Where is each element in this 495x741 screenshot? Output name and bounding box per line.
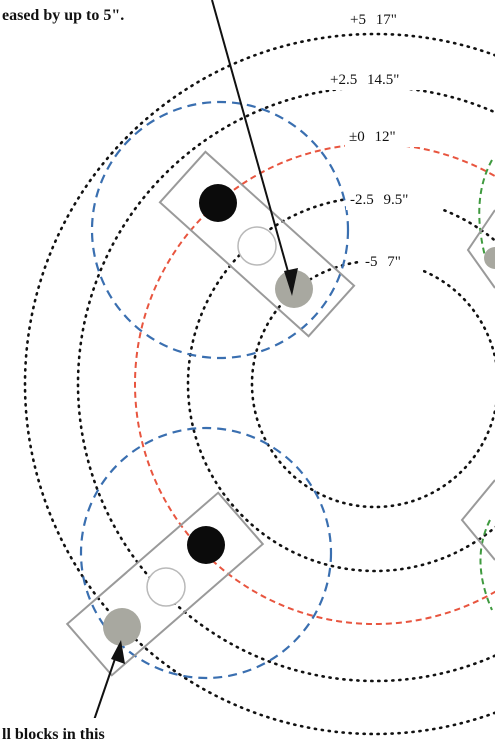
ring-labels: +5 17" +2.5 14.5" ±0 12" -2.5 9.5" -5 7" [326,6,443,272]
ring-minus-2-5 [186,195,495,573]
leader-arrows [91,0,298,727]
upper-block-circle [90,100,350,360]
ring-plus-2-5 [76,85,495,683]
lower-gray-dot [103,608,141,646]
lower-arrow-line [91,649,119,727]
ring-label-minus-5: -5 7" [365,254,401,270]
lower-block-circle [79,426,333,680]
side-ring [478,159,493,611]
upper-black-dot [199,184,237,222]
side-gray-dot [484,247,495,269]
lower-block-group [65,426,333,680]
captions: eased by up to 5". ll blocks in this [0,0,176,741]
ring-plus-5 [23,32,495,736]
upper-arrowhead [284,268,298,296]
ring-label-minus-2-5: -2.5 9.5" [350,192,408,208]
lower-empty-dot [146,567,186,607]
top-caption: eased by up to 5". [2,7,124,24]
ring-label-zero: ±0 12" [349,129,396,145]
lower-block [65,491,265,677]
ring-minus-5 [250,259,495,509]
upper-gray-dot [275,270,313,308]
upper-arrow-line [211,0,293,287]
ring-label-plus-5: +5 17" [350,12,397,28]
lower-arrowhead [111,640,125,664]
lower-black-dot [187,526,225,564]
upper-block [158,150,356,338]
side-blocks [460,209,495,561]
upper-empty-dot [237,226,277,266]
ring-label-plus-2-5: +2.5 14.5" [330,72,399,88]
upper-block-group [90,100,356,360]
bottom-caption: ll blocks in this [2,726,105,741]
